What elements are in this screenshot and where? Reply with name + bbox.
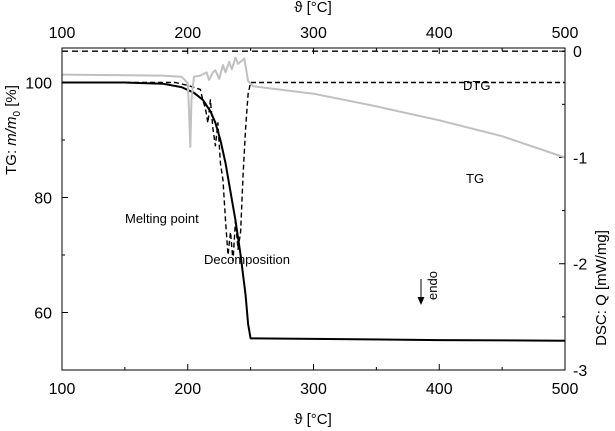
dsc-tick-label: 0 xyxy=(573,44,582,61)
x-tick-label-bottom: 400 xyxy=(426,381,453,398)
dsc-curve xyxy=(61,56,566,159)
right-y-axis-label: DSC: Q [mW/mg] xyxy=(593,230,610,346)
x-tick-label-top: 400 xyxy=(426,25,453,42)
dtg-annotation: DTG xyxy=(463,78,490,93)
dsc-tick-label: -3 xyxy=(573,363,587,380)
left-y-axis-label: TG: m/m0 [%] xyxy=(3,85,23,175)
left-y-axis-label-prefix: TG: xyxy=(3,146,20,175)
tick-marks xyxy=(61,48,566,371)
tick-labels: 100 100 200 200 300 300 400 400 500 500 60 80 100 0 -1… xyxy=(25,25,587,398)
tg-tick-label: 60 xyxy=(34,306,52,323)
x-tick-label-top: 200 xyxy=(174,25,201,42)
left-y-axis-label-suffix: [%] xyxy=(3,85,20,111)
tg-tick-label: 100 xyxy=(25,76,52,93)
x-tick-label-top: 300 xyxy=(300,25,327,42)
left-y-axis-label-var: m/m xyxy=(3,117,20,146)
x-tick-label-bottom: 500 xyxy=(552,381,579,398)
endo-arrow-head xyxy=(417,297,425,305)
decomposition-annotation: Decomposition xyxy=(204,252,290,267)
melting-point-annotation: Melting point xyxy=(125,211,199,226)
x-tick-label-bottom: 100 xyxy=(49,381,76,398)
tg-annotation: TG xyxy=(466,171,484,186)
tg-tick-label: 80 xyxy=(34,191,52,208)
top-x-axis-label: ϑ [°C] xyxy=(294,0,332,16)
dsc-tick-label: -2 xyxy=(573,257,587,274)
series-group xyxy=(61,50,566,342)
tg-curve xyxy=(62,81,566,342)
x-tick-label-top: 500 xyxy=(552,25,579,42)
dsc-tick-label: -1 xyxy=(573,150,587,167)
left-y-axis-label-sub: 0 xyxy=(12,111,23,117)
plot-frame xyxy=(61,47,566,371)
bottom-x-axis-label: ϑ [°C] xyxy=(294,411,332,428)
dtg-curve xyxy=(62,81,565,262)
endo-annotation: endo xyxy=(425,271,440,300)
x-tick-label-bottom: 300 xyxy=(300,381,327,398)
x-tick-label-bottom: 200 xyxy=(174,381,201,398)
x-tick-label-top: 100 xyxy=(49,25,76,42)
